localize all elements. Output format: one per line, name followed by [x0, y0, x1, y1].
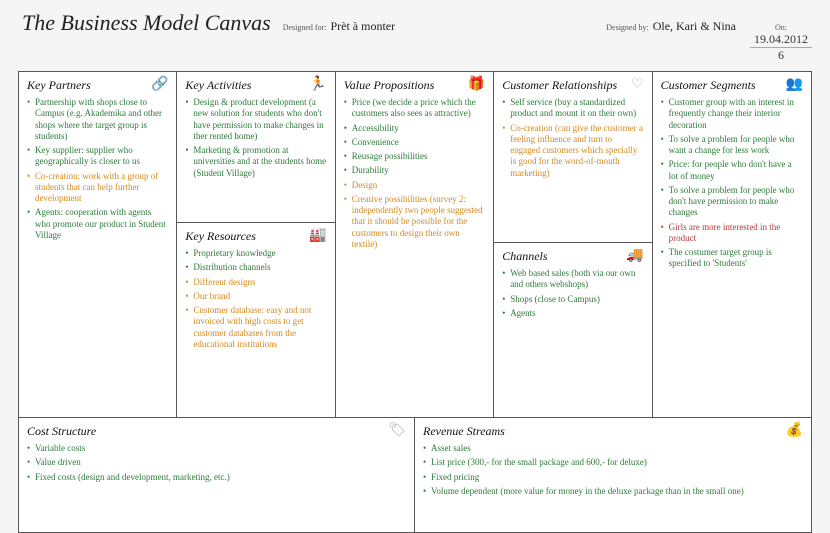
- designed-by-label: Designed by:: [606, 23, 648, 32]
- list-item: Co-creation (can give the customer a fee…: [502, 123, 643, 179]
- block-customer-segments: Customer Segments 👥 Customer group with …: [653, 72, 811, 417]
- date-box: On: 19.04.2012 6: [750, 23, 812, 63]
- items-key-activities: Design & product development (a new solu…: [185, 97, 326, 179]
- users-icon: 👥: [786, 78, 803, 92]
- list-item: Creative possibilities (survey 2: indepe…: [344, 194, 485, 250]
- list-item: Different designs: [185, 277, 326, 288]
- block-channels: Channels 🚚 Web based sales (both via our…: [494, 242, 651, 417]
- list-item: Proprietary knowledge: [185, 248, 326, 259]
- list-item: Design: [344, 180, 485, 191]
- block-title: Revenue Streams: [423, 424, 505, 439]
- list-item: Value driven: [27, 457, 406, 468]
- tag-icon: 🏷: [388, 424, 406, 438]
- list-item: Shops (close to Campus): [502, 294, 643, 305]
- block-title: Customer Relationships: [502, 78, 617, 93]
- list-item: Distribution channels: [185, 262, 326, 273]
- list-item: Convenience: [344, 137, 485, 148]
- list-item: Key supplier: supplier who geographicall…: [27, 145, 168, 168]
- link-icon: 🔗: [151, 78, 168, 92]
- iteration-value: 6: [778, 48, 784, 63]
- truck-icon: 🚚: [626, 249, 643, 263]
- list-item: List price (300,- for the small package …: [423, 457, 803, 468]
- block-title: Key Resources: [185, 229, 256, 244]
- activity-icon: 🏃: [309, 78, 326, 92]
- list-item: Price (we decide a price which the custo…: [344, 97, 485, 120]
- canvas-header: The Business Model Canvas Designed for: …: [18, 10, 812, 63]
- list-item: Girls are more interested in the product: [661, 222, 803, 245]
- list-item: Fixed costs (design and development, mar…: [27, 472, 406, 483]
- block-title: Cost Structure: [27, 424, 96, 439]
- designed-for-label: Designed for:: [283, 23, 327, 32]
- block-key-resources: Key Resources 🏭 Proprietary knowledge Dis…: [177, 222, 334, 417]
- list-item: Fixed pricing: [423, 472, 803, 483]
- heart-icon: ♡: [631, 78, 644, 92]
- block-customer-relationships: Customer Relationships ♡ Self service (b…: [494, 72, 651, 242]
- list-item: Durability: [344, 165, 485, 176]
- list-item: Design & product development (a new solu…: [185, 97, 326, 142]
- block-title: Value Propositions: [344, 78, 435, 93]
- designed-by-value: Ole, Kari & Nina: [653, 19, 736, 34]
- items-customer-segments: Customer group with an interest in frequ…: [661, 97, 803, 270]
- list-item: Marketing & promotion at universities an…: [185, 145, 326, 179]
- list-item: To solve a problem for people who want a…: [661, 134, 803, 157]
- block-title: Customer Segments: [661, 78, 756, 93]
- main-title: The Business Model Canvas: [22, 10, 271, 36]
- on-label: On:: [775, 23, 787, 32]
- list-item: Co-creation: work with a group of studen…: [27, 171, 168, 205]
- items-key-resources: Proprietary knowledge Distribution channe…: [185, 248, 326, 350]
- block-cost-structure: Cost Structure 🏷 Variable costs Value dri…: [19, 418, 414, 532]
- block-title: Key Activities: [185, 78, 251, 93]
- block-key-activities: Key Activities 🏃 Design & product develo…: [177, 72, 334, 222]
- items-customer-relationships: Self service (buy a standardized product…: [502, 97, 643, 179]
- list-item: Asset sales: [423, 443, 803, 454]
- items-revenue-streams: Asset sales List price (300,- for the sma…: [423, 443, 803, 497]
- block-key-partners: Key Partners 🔗 Partnership with shops cl…: [19, 72, 176, 417]
- items-cost-structure: Variable costs Value driven Fixed costs (d…: [27, 443, 406, 483]
- list-item: Variable costs: [27, 443, 406, 454]
- list-item: To solve a problem for people who don't …: [661, 185, 803, 219]
- list-item: Agents: cooperation with agents who prom…: [27, 207, 168, 241]
- block-title: Key Partners: [27, 78, 91, 93]
- list-item: Partnership with shops close to Campus (…: [27, 97, 168, 142]
- list-item: Reusage possibilities: [344, 151, 485, 162]
- list-item: Web based sales (both via our own and ot…: [502, 268, 643, 291]
- designed-for-group: Designed for: Prèt à monter: [283, 19, 395, 34]
- date-value: 19.04.2012: [750, 32, 812, 48]
- designed-for-value: Prèt à monter: [330, 19, 395, 34]
- list-item: Accessibility: [344, 123, 485, 134]
- items-key-partners: Partnership with shops close to Campus (…: [27, 97, 168, 241]
- block-title: Channels: [502, 249, 547, 264]
- bmc-grid: Key Partners 🔗 Partnership with shops cl…: [18, 71, 812, 533]
- list-item: Volume dependent (more value for money i…: [423, 486, 803, 497]
- list-item: The costumer target group is specified t…: [661, 247, 803, 270]
- list-item: Price: for people who don't have a lot o…: [661, 159, 803, 182]
- factory-icon: 🏭: [309, 229, 326, 243]
- list-item: Our brand: [185, 291, 326, 302]
- list-item: Agents: [502, 308, 643, 319]
- block-revenue-streams: Revenue Streams 💰 Asset sales List price …: [415, 418, 811, 532]
- items-channels: Web based sales (both via our own and ot…: [502, 268, 643, 319]
- list-item: Customer database: easy and not invoiced…: [185, 305, 326, 350]
- list-item: Self service (buy a standardized product…: [502, 97, 643, 120]
- money-icon: 💰: [786, 424, 803, 438]
- gift-icon: 🎁: [468, 78, 485, 92]
- block-value-propositions: Value Propositions 🎁 Price (we decide a …: [336, 72, 493, 417]
- items-value-propositions: Price (we decide a price which the custo…: [344, 97, 485, 250]
- list-item: Customer group with an interest in frequ…: [661, 97, 803, 131]
- designed-by-group: Designed by: Ole, Kari & Nina: [606, 19, 736, 34]
